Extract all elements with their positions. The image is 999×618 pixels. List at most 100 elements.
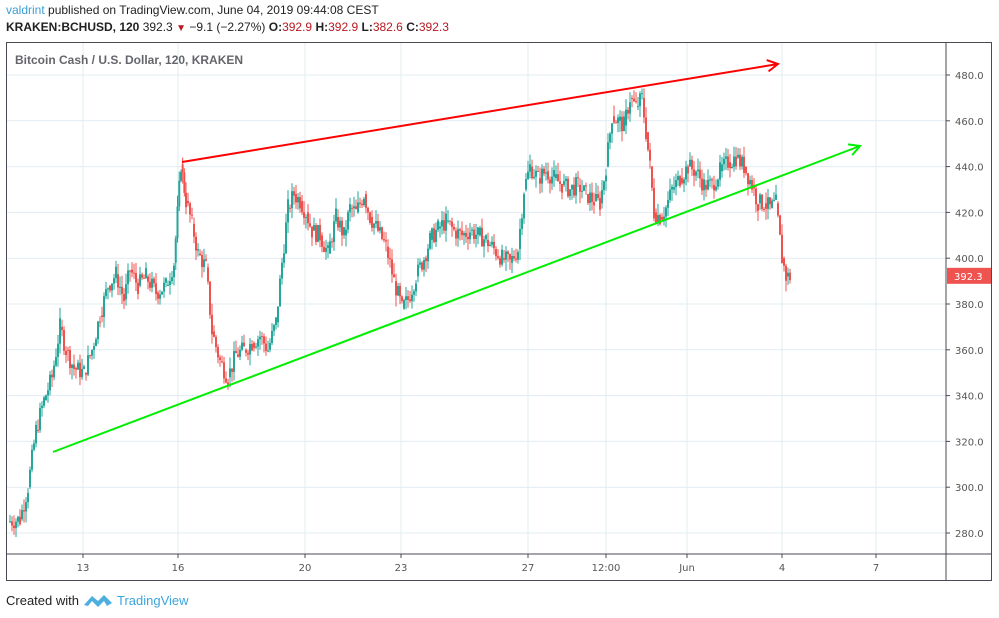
candle-down — [579, 184, 581, 192]
tradingview-link[interactable]: TradingView — [116, 592, 189, 608]
candle-down — [591, 192, 593, 202]
candle-up — [477, 227, 479, 235]
candle-down — [371, 216, 373, 228]
candle-up — [71, 364, 73, 368]
candle-down — [225, 378, 227, 383]
candle-up — [675, 180, 677, 188]
candle-up — [343, 227, 345, 236]
candle-down — [613, 116, 615, 123]
candle-down — [315, 225, 317, 242]
candle-up — [329, 241, 331, 254]
candle-down — [213, 331, 215, 337]
candle-up — [721, 164, 723, 172]
candle-down — [261, 336, 263, 338]
candle-up — [197, 249, 199, 251]
candle-up — [669, 189, 671, 201]
resistance-trendline[interactable] — [181, 63, 779, 163]
y-tick-label: 280.0 — [955, 529, 984, 540]
candle-up — [353, 206, 355, 209]
candle-down — [341, 220, 343, 236]
candle-down — [223, 362, 225, 379]
candle-up — [605, 175, 607, 182]
candle-up — [107, 288, 109, 290]
candle-up — [435, 229, 437, 243]
candle-up — [173, 265, 175, 278]
close-label: C: — [406, 20, 419, 34]
candle-down — [231, 368, 233, 372]
candle-up — [267, 350, 269, 352]
candle-up — [169, 281, 171, 286]
candle-down — [331, 241, 333, 243]
candle-up — [379, 227, 381, 231]
candle-down — [455, 230, 457, 239]
candle-up — [165, 278, 167, 283]
candle-down — [451, 221, 453, 227]
candle-down — [321, 235, 323, 247]
candle-down — [633, 98, 635, 102]
candle-up — [719, 162, 721, 180]
candle-down — [585, 185, 587, 187]
candle-up — [49, 374, 51, 391]
candle-down — [235, 351, 237, 354]
candle-down — [395, 281, 397, 296]
candle-down — [141, 274, 143, 278]
candle-down — [311, 226, 313, 238]
candle-up — [113, 278, 115, 284]
candle-up — [29, 469, 31, 488]
tradingview-logo-icon — [83, 595, 112, 607]
candle-down — [691, 159, 693, 170]
candle-up — [139, 274, 141, 286]
candle-down — [289, 207, 291, 209]
candle-down — [219, 357, 221, 360]
candle-up — [305, 217, 307, 219]
candle-down — [133, 272, 135, 274]
candle-up — [423, 260, 425, 270]
author-link[interactable]: valdrint — [6, 3, 45, 17]
candle-up — [21, 510, 23, 520]
candle-down — [401, 296, 403, 301]
y-tick-label: 380.0 — [955, 300, 984, 311]
candle-up — [767, 197, 769, 209]
candle-down — [645, 117, 647, 139]
candle-up — [439, 226, 441, 229]
candle-up — [349, 204, 351, 213]
candle-up — [553, 170, 555, 177]
candle-up — [607, 142, 609, 167]
candle-down — [409, 299, 411, 302]
candle-up — [707, 179, 709, 190]
candle-down — [421, 262, 423, 270]
candle-down — [143, 277, 145, 279]
candle-down — [209, 281, 211, 315]
candle-up — [775, 194, 777, 200]
candle-down — [495, 249, 497, 257]
candle-down — [13, 525, 15, 529]
x-tick-label: 27 — [522, 563, 535, 574]
candle-down — [199, 253, 201, 256]
candle-up — [397, 285, 399, 296]
candle-down — [537, 170, 539, 172]
candle-down — [493, 241, 495, 249]
candle-up — [57, 343, 59, 357]
candle-up — [255, 346, 257, 348]
support-trendline[interactable] — [52, 145, 861, 453]
candle-up — [639, 93, 641, 107]
candle-up — [55, 356, 57, 366]
candle-down — [515, 258, 517, 260]
candle-up — [731, 166, 733, 169]
candle-down — [745, 166, 747, 174]
candle-up — [689, 159, 691, 167]
candle-down — [487, 239, 489, 247]
candle-up — [581, 190, 583, 192]
candle-up — [178, 180, 181, 207]
candle-down — [755, 188, 757, 205]
candle-down — [647, 132, 649, 150]
candle-down — [653, 187, 655, 219]
candle-down — [705, 184, 707, 190]
candle-up — [565, 178, 567, 182]
candle-up — [45, 395, 47, 401]
candle-up — [563, 181, 565, 185]
candle-up — [617, 117, 619, 124]
candle-down — [531, 166, 533, 179]
candle-down — [23, 510, 25, 512]
